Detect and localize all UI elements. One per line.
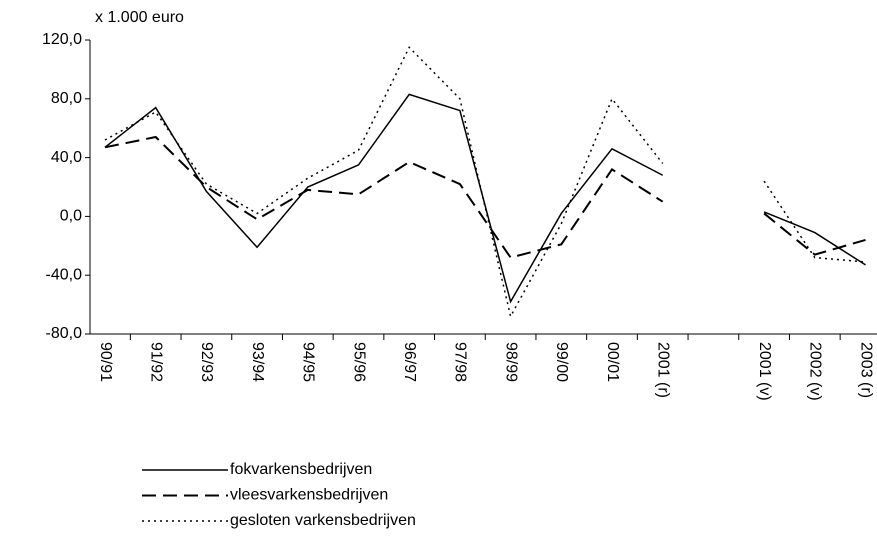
y-axis-label: x 1.000 euro <box>95 9 184 26</box>
x-tick-label: 97/98 <box>452 342 469 382</box>
x-tick-label: 90/91 <box>97 342 114 382</box>
y-tick-label: 120,0 <box>42 31 82 48</box>
series-line <box>104 46 866 319</box>
x-tick-label: 00/01 <box>604 342 621 382</box>
x-tick-label: 91/92 <box>147 342 164 382</box>
y-tick-label: -80,0 <box>46 325 83 342</box>
x-tick-label: 93/94 <box>249 342 266 382</box>
x-tick-label: 98/99 <box>502 342 519 382</box>
y-tick-label: -40,0 <box>46 266 83 283</box>
series-line <box>104 93 866 304</box>
legend-label: fokvarkensbedrijven <box>230 461 372 478</box>
y-tick-label: 80,0 <box>51 90 82 107</box>
x-tick-label: 2001 (v) <box>756 342 773 401</box>
y-tick-label: 40,0 <box>51 149 82 166</box>
x-tick-label: 92/93 <box>198 342 215 382</box>
x-tick-label: 2003 (r) <box>857 342 874 398</box>
x-tick-label: 2001 (r) <box>654 342 671 398</box>
series-line <box>104 135 866 259</box>
x-tick-label: 96/97 <box>401 342 418 382</box>
legend-label: gesloten varkensbedrijven <box>230 512 416 529</box>
y-tick-label: 0,0 <box>60 208 82 225</box>
x-tick-label: 2002 (v) <box>807 342 824 401</box>
x-tick-label: 94/95 <box>300 342 317 382</box>
legend-label: vleesvarkensbedrijven <box>230 487 388 504</box>
x-tick-label: 95/96 <box>350 342 367 382</box>
x-tick-label: 99/00 <box>553 342 570 382</box>
